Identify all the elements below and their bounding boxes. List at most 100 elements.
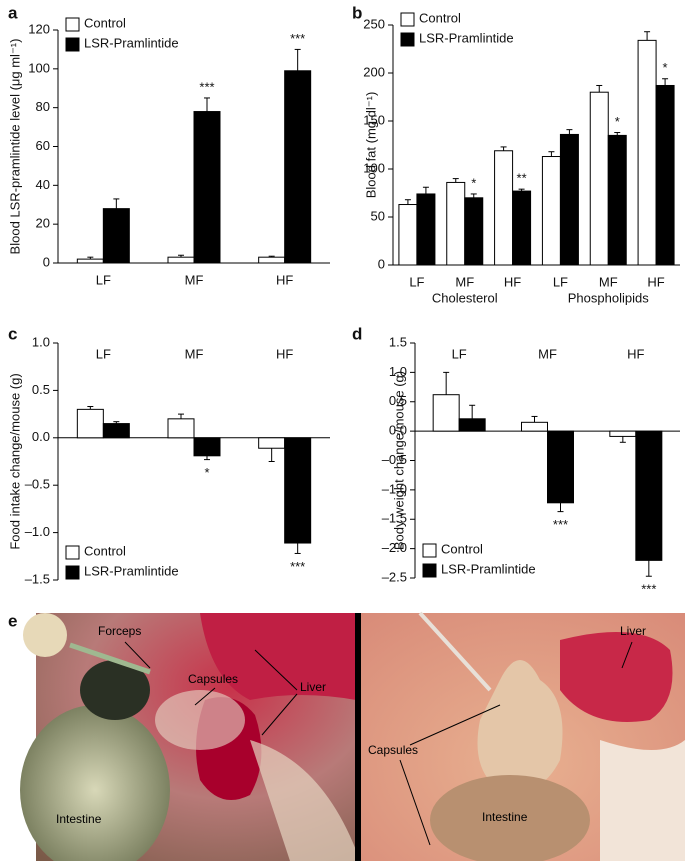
x-tick-label: MF: [599, 274, 618, 289]
y-tick-label: 120: [28, 21, 50, 36]
bar: [416, 193, 436, 266]
y-tick-label: –0.5: [382, 452, 407, 467]
bar: [167, 256, 195, 264]
bar: [284, 70, 312, 264]
bar: [494, 150, 514, 266]
group-label: Phospholipids: [568, 290, 649, 305]
y-tick-label: 250: [363, 16, 385, 31]
y-tick-label: –1.0: [25, 524, 50, 539]
bar: [637, 39, 657, 266]
y-tick-label: 0.5: [389, 393, 407, 408]
y-tick-label: –1.5: [382, 511, 407, 526]
legend-label: Control: [441, 541, 483, 556]
legend-label: LSR-Pramlintide: [84, 563, 179, 578]
legend-swatch: [400, 12, 415, 27]
x-tick-label: LF: [409, 274, 424, 289]
significance: *: [471, 175, 476, 190]
x-tick-label: LF: [96, 346, 111, 361]
y-tick-label: 1.0: [389, 364, 407, 379]
photo-label: Capsules: [188, 672, 238, 686]
y-tick-label: 150: [363, 112, 385, 127]
x-tick-label: HF: [276, 272, 293, 287]
y-tick-label: 0.5: [32, 382, 50, 397]
bar: [559, 133, 579, 266]
legend-swatch: [65, 545, 80, 560]
panel-letter: b: [352, 3, 362, 22]
bar: [258, 437, 286, 449]
x-tick-label: MF: [455, 274, 474, 289]
bar: [655, 84, 675, 266]
y-tick-label: –1.5: [25, 571, 50, 586]
bar: [607, 134, 627, 266]
legend-label: LSR-Pramlintide: [84, 35, 179, 50]
bar: [76, 408, 104, 439]
y-tick-label: –0.5: [25, 477, 50, 492]
bar: [446, 181, 466, 266]
x-tick-label: MF: [185, 272, 204, 287]
legend-swatch: [65, 37, 80, 52]
bar: [102, 208, 130, 264]
photo-label: Liver: [620, 624, 646, 638]
bar: [193, 111, 221, 264]
bar: [432, 394, 460, 432]
x-tick-label: HF: [276, 346, 293, 361]
y-tick-label: 80: [36, 99, 50, 114]
panel-letter: c: [8, 324, 17, 343]
x-tick-label: HF: [627, 346, 644, 361]
panel-letter: a: [8, 3, 18, 22]
bar: [635, 430, 663, 561]
x-tick-label: LF: [553, 274, 568, 289]
y-tick-label: 0.0: [32, 429, 50, 444]
y-tick-label: 60: [36, 138, 50, 153]
y-axis-title: Food intake change/mouse (g): [7, 373, 22, 549]
legend-swatch: [65, 565, 80, 580]
legend-label: Control: [419, 10, 461, 25]
y-tick-label: 100: [363, 160, 385, 175]
legend-swatch: [65, 17, 80, 32]
photo-label: Forceps: [98, 624, 141, 638]
significance: ***: [199, 79, 214, 94]
y-axis-title: Blood LSR-pramlintide level (μg ml⁻¹): [7, 39, 22, 255]
bar: [193, 437, 221, 457]
y-tick-label: 1.0: [32, 334, 50, 349]
legend-label: LSR-Pramlintide: [441, 561, 536, 576]
y-tick-label: 0: [378, 256, 385, 271]
bar: [76, 258, 104, 264]
legend-swatch: [422, 543, 437, 558]
panel-letter: d: [352, 324, 362, 343]
bar: [589, 91, 609, 266]
significance: *: [204, 465, 209, 480]
group-label: Cholesterol: [432, 290, 498, 305]
y-tick-label: 100: [28, 60, 50, 75]
y-tick-label: 0.0: [389, 423, 407, 438]
photo-label: Liver: [300, 680, 326, 694]
legend-swatch: [422, 563, 437, 578]
y-tick-label: –1.0: [382, 481, 407, 496]
x-tick-label: LF: [96, 272, 111, 287]
significance: ***: [553, 517, 568, 532]
significance: ***: [290, 31, 305, 46]
y-tick-label: 40: [36, 177, 50, 192]
bar: [458, 418, 486, 432]
y-tick-label: 50: [371, 208, 385, 223]
significance: **: [517, 171, 527, 186]
y-axis-title: Blood fat (mg dl⁻¹): [363, 92, 378, 199]
bar: [167, 418, 195, 439]
y-tick-label: –2.5: [382, 569, 407, 584]
bar: [512, 190, 532, 266]
y-tick-label: 0: [43, 254, 50, 269]
bar: [464, 197, 484, 266]
bar: [258, 256, 286, 264]
y-tick-label: 200: [363, 64, 385, 79]
photo-label: Capsules: [368, 743, 418, 757]
bar: [102, 423, 130, 439]
significance: *: [663, 60, 668, 75]
x-tick-label: LF: [452, 346, 467, 361]
y-tick-label: –2.0: [382, 540, 407, 555]
x-tick-label: MF: [185, 346, 204, 361]
bar: [609, 430, 637, 437]
bar: [398, 204, 418, 266]
y-tick-label: 20: [36, 216, 50, 231]
